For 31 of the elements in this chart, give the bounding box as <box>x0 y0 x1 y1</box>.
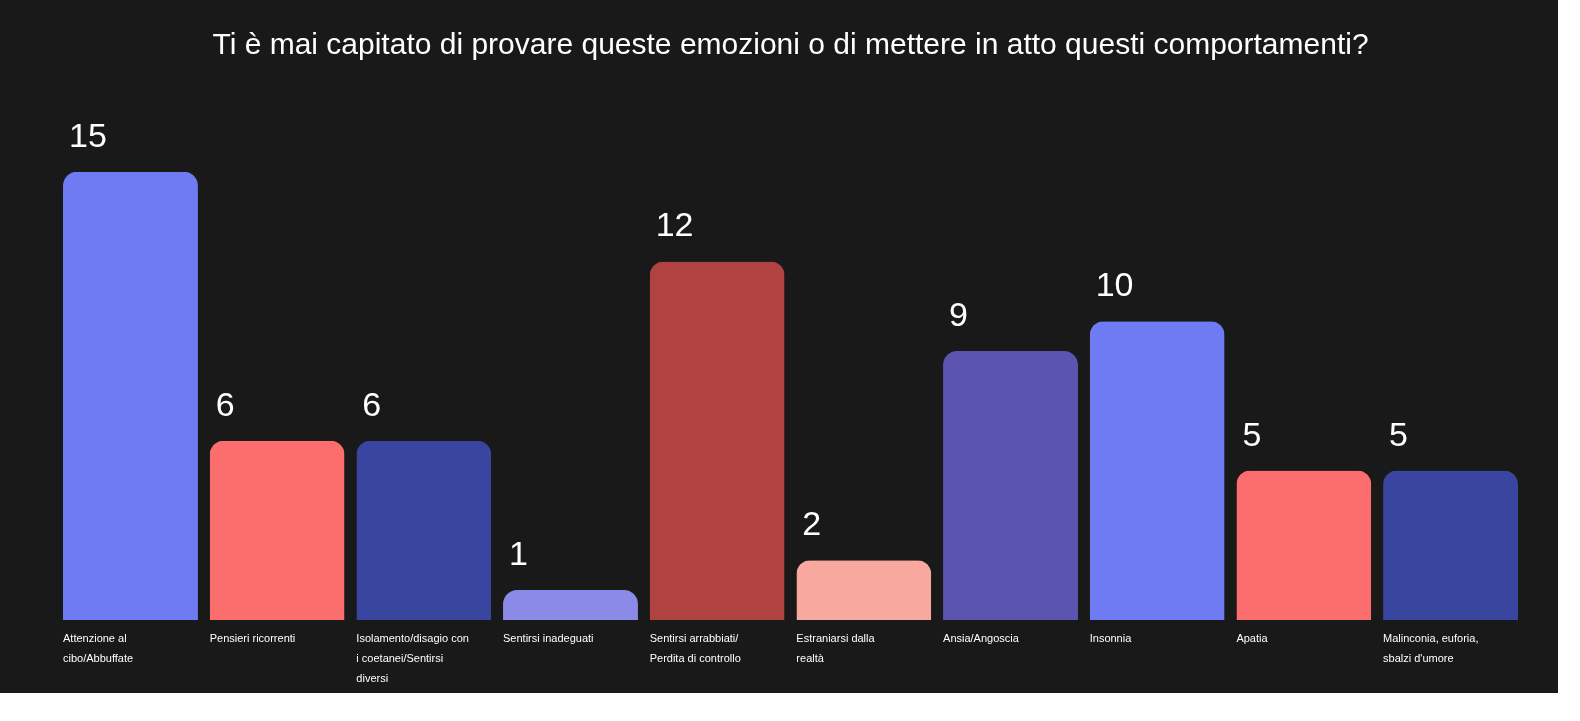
x-tick-label: Pensieri ricorrenti <box>209 631 296 644</box>
bar <box>1236 470 1372 620</box>
data-label: 15 <box>69 115 107 154</box>
x-tick-label: Apatia <box>1236 631 1269 644</box>
chart-title: Ti è mai capitato di provare queste emozioni o di mettere in atto questi comportamenti? <box>212 27 1369 60</box>
bar <box>356 440 492 620</box>
bar <box>63 171 198 620</box>
x-tick-label: Isolamento/disagio con i coetanei/Sentirsi diversi <box>356 631 469 684</box>
data-label: 12 <box>655 205 694 244</box>
data-label: 9 <box>949 295 968 334</box>
bar <box>1089 321 1225 620</box>
x-tick-label: Estraniarsi dalla realtà <box>796 631 876 664</box>
bar <box>209 440 345 620</box>
data-label: 6 <box>362 384 382 423</box>
x-tick-label: Malinconia, euforia, sbalzi d'umore <box>1383 631 1479 664</box>
x-tick-label: Attenzione al cibo/Abbuffate <box>63 631 134 664</box>
x-tick-label: Insonnia <box>1089 631 1133 644</box>
bar <box>796 560 932 620</box>
data-label: 10 <box>1095 265 1134 304</box>
data-label: 5 <box>1242 414 1262 453</box>
bar <box>943 351 1078 620</box>
data-label: 1 <box>509 534 528 573</box>
x-tick-label: Sentirsi inadeguati <box>503 631 594 644</box>
bar <box>649 261 785 620</box>
data-label: 5 <box>1389 414 1408 453</box>
data-label: 2 <box>802 504 822 543</box>
x-tick-label: Ansia/Angoscia <box>943 631 1020 644</box>
data-label: 6 <box>215 384 235 423</box>
bar <box>1383 470 1518 620</box>
bar <box>503 590 638 620</box>
x-tick-label: Sentirsi arrabbiati/ Perdita di controllo <box>649 631 741 664</box>
